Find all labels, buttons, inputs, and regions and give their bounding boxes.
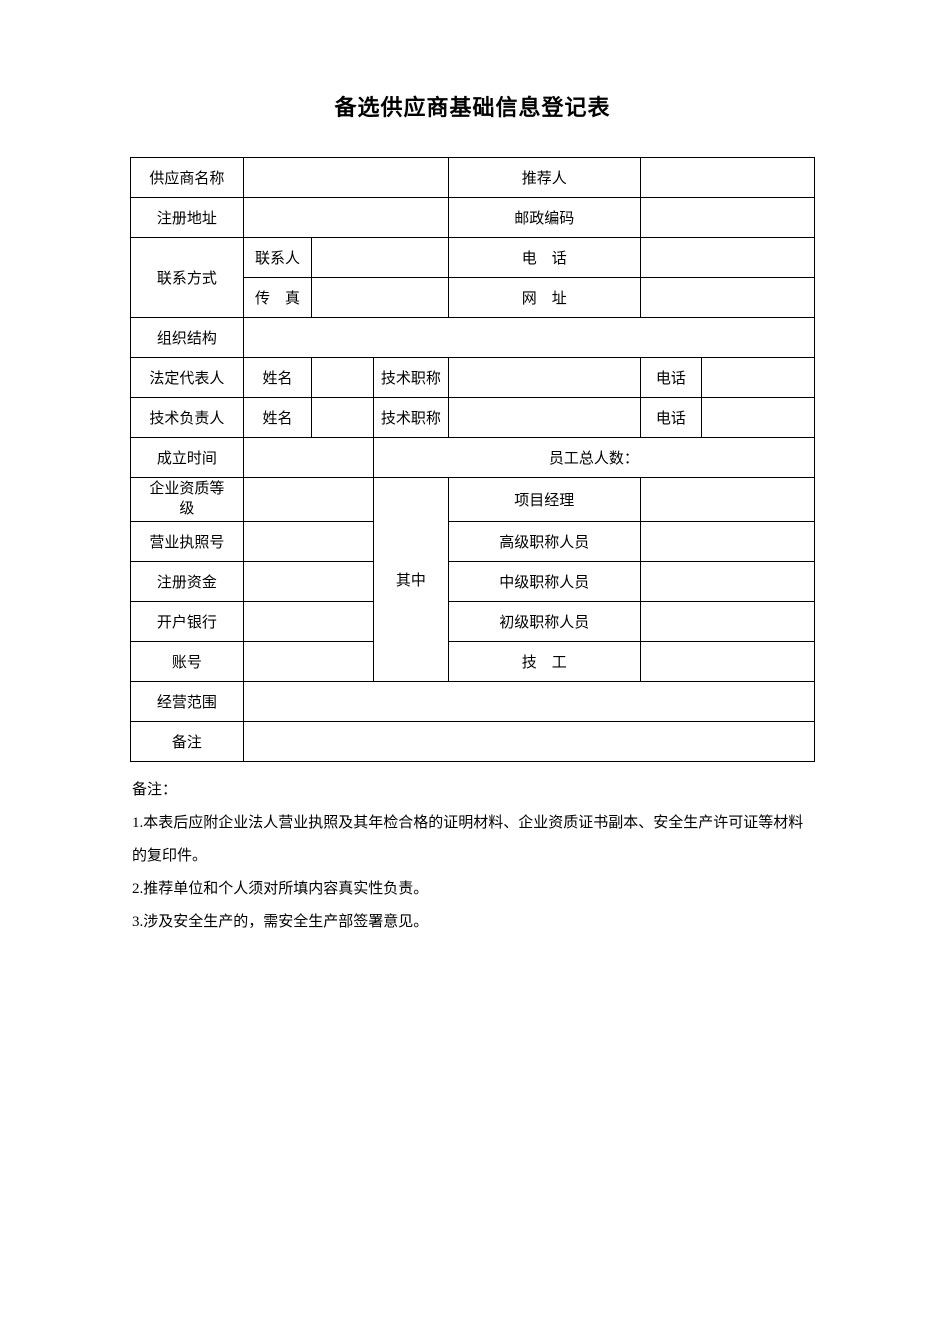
value-phone[interactable] — [640, 238, 814, 278]
label-postal-code: 邮政编码 — [449, 198, 641, 238]
value-recommender[interactable] — [640, 158, 814, 198]
value-remark[interactable] — [243, 722, 814, 762]
value-tech-leader-name[interactable] — [312, 398, 374, 438]
value-legal-rep-title[interactable] — [449, 358, 641, 398]
label-fax: 传 真 — [243, 278, 311, 318]
label-technician: 技 工 — [449, 642, 641, 682]
label-contact-method: 联系方式 — [131, 238, 244, 318]
notes-header: 备注： — [132, 774, 815, 807]
label-legal-rep-title: 技术职称 — [373, 358, 448, 398]
note-1: 1.本表后应附企业法人营业执照及其年检合格的证明材料、企业资质证书副本、安全生产… — [132, 807, 815, 873]
note-3: 3.涉及安全生产的，需安全生产部签署意见。 — [132, 906, 815, 939]
value-senior-title[interactable] — [640, 522, 814, 562]
label-reg-address: 注册地址 — [131, 198, 244, 238]
label-remark: 备注 — [131, 722, 244, 762]
label-phone: 电 话 — [449, 238, 641, 278]
value-establish-date[interactable] — [243, 438, 373, 478]
value-legal-rep-name[interactable] — [312, 358, 374, 398]
label-tech-leader-name: 姓名 — [243, 398, 311, 438]
label-legal-rep-name: 姓名 — [243, 358, 311, 398]
value-supplier-name[interactable] — [243, 158, 448, 198]
label-recommender: 推荐人 — [449, 158, 641, 198]
label-website: 网 址 — [449, 278, 641, 318]
value-mid-title[interactable] — [640, 562, 814, 602]
label-total-staff: 员工总人数： — [373, 438, 814, 478]
value-postal-code[interactable] — [640, 198, 814, 238]
label-bank: 开户银行 — [131, 602, 244, 642]
value-org-structure[interactable] — [243, 318, 814, 358]
value-account-no[interactable] — [243, 642, 373, 682]
value-reg-address[interactable] — [243, 198, 448, 238]
label-establish-date: 成立时间 — [131, 438, 244, 478]
label-license-no: 营业执照号 — [131, 522, 244, 562]
value-proj-manager[interactable] — [640, 478, 814, 522]
label-tech-leader-title: 技术职称 — [373, 398, 448, 438]
label-senior-title: 高级职称人员 — [449, 522, 641, 562]
label-reg-capital: 注册资金 — [131, 562, 244, 602]
registration-table: 供应商名称 推荐人 注册地址 邮政编码 联系方式 联系人 电 话 传 真 网 址… — [130, 157, 815, 762]
label-proj-manager: 项目经理 — [449, 478, 641, 522]
label-among: 其中 — [373, 478, 448, 682]
label-contact-person: 联系人 — [243, 238, 311, 278]
value-bank[interactable] — [243, 602, 373, 642]
label-tech-leader-phone: 电话 — [640, 398, 702, 438]
value-license-no[interactable] — [243, 522, 373, 562]
label-account-no: 账号 — [131, 642, 244, 682]
value-website[interactable] — [640, 278, 814, 318]
value-contact-person[interactable] — [312, 238, 449, 278]
label-qual-level: 企业资质等级 — [131, 478, 244, 522]
value-fax[interactable] — [312, 278, 449, 318]
value-biz-scope[interactable] — [243, 682, 814, 722]
label-tech-leader: 技术负责人 — [131, 398, 244, 438]
label-legal-rep: 法定代表人 — [131, 358, 244, 398]
value-reg-capital[interactable] — [243, 562, 373, 602]
value-technician[interactable] — [640, 642, 814, 682]
page-title: 备选供应商基础信息登记表 — [130, 90, 815, 122]
value-legal-rep-phone[interactable] — [702, 358, 815, 398]
value-tech-leader-title[interactable] — [449, 398, 641, 438]
label-legal-rep-phone: 电话 — [640, 358, 702, 398]
label-org-structure: 组织结构 — [131, 318, 244, 358]
value-tech-leader-phone[interactable] — [702, 398, 815, 438]
value-qual-level[interactable] — [243, 478, 373, 522]
note-2: 2.推荐单位和个人须对所填内容真实性负责。 — [132, 873, 815, 906]
label-junior-title: 初级职称人员 — [449, 602, 641, 642]
label-biz-scope: 经营范围 — [131, 682, 244, 722]
value-junior-title[interactable] — [640, 602, 814, 642]
label-supplier-name: 供应商名称 — [131, 158, 244, 198]
label-mid-title: 中级职称人员 — [449, 562, 641, 602]
notes-section: 备注： 1.本表后应附企业法人营业执照及其年检合格的证明材料、企业资质证书副本、… — [130, 774, 815, 939]
